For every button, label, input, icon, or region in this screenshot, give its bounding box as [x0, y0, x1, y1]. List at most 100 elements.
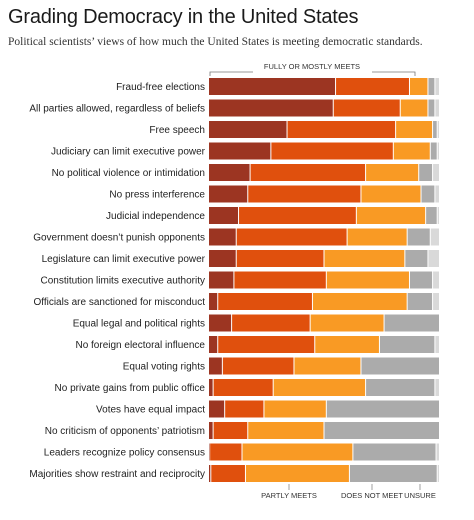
bar-segment [405, 250, 428, 267]
bar-segment [435, 379, 439, 396]
bar-segment [353, 443, 436, 461]
chart-title: Grading Democracy in the United States [8, 6, 359, 28]
bar-segment [218, 293, 312, 310]
header-label: FULLY OR MOSTLY MEETS [264, 62, 360, 71]
bar-segment [213, 422, 248, 439]
bar-segment [409, 78, 428, 95]
category-label: Government doesn’t punish opponents [33, 233, 205, 244]
bar-segment [209, 422, 213, 439]
bar-segment [435, 99, 439, 117]
bar-segment [209, 357, 222, 375]
bar-segment [361, 185, 421, 203]
bar-segment [209, 465, 211, 482]
bar-segment [315, 336, 379, 353]
bar-segment [324, 422, 439, 439]
bar-segment [347, 228, 407, 246]
bar-segment [209, 336, 218, 353]
bar-segment [435, 78, 439, 95]
bar-segment [428, 99, 435, 117]
bar-segment [213, 379, 273, 396]
bar-segment [209, 293, 218, 310]
bar-segment [361, 357, 439, 375]
bar-segment [435, 336, 439, 353]
bar-segment [232, 314, 310, 332]
bar-segment [264, 400, 326, 418]
bar-segment [225, 400, 264, 418]
bar-segment [396, 121, 433, 138]
category-label: Equal voting rights [123, 362, 205, 373]
bar-segment [393, 142, 430, 160]
bar-segment [273, 379, 366, 396]
bar-segment [245, 465, 349, 482]
bar-segment [287, 121, 396, 138]
bar-segment [248, 185, 361, 203]
bar-segment [324, 250, 405, 267]
category-label: No political violence or intimidation [52, 168, 205, 179]
bar-segment [409, 271, 433, 289]
category-label: Judiciary can limit executive power [51, 147, 206, 158]
footer-label: DOES NOT MEET [341, 491, 403, 500]
bar-segment [310, 314, 384, 332]
bar-segment [435, 185, 439, 203]
bar-segment [433, 121, 437, 138]
bar-segment [407, 293, 433, 310]
bar-segment [437, 207, 439, 224]
bar-segment [236, 228, 347, 246]
bar-segment [222, 357, 294, 375]
category-label: Leaders recognize policy consensus [44, 448, 205, 459]
bar-segment [209, 314, 232, 332]
category-label: Fraud-free elections [116, 82, 205, 93]
bar-segment [250, 164, 366, 181]
bar-segment [209, 164, 250, 181]
category-label: Majorities show restraint and reciprocit… [29, 469, 205, 480]
bar-segment [209, 185, 248, 203]
bar-segment [209, 142, 271, 160]
bar-segment [218, 336, 315, 353]
bar-segment [209, 379, 213, 396]
bar-segment [294, 357, 361, 375]
bar-segment [336, 78, 409, 95]
bar-segment [349, 465, 437, 482]
bar-segment [209, 228, 236, 246]
category-label: No foreign electoral influence [75, 340, 205, 351]
category-label: All parties allowed, regardless of belie… [29, 104, 205, 115]
bar-segment [436, 443, 439, 461]
category-label: Officials are sanctioned for misconduct [33, 297, 205, 308]
bar-segment [209, 443, 210, 461]
category-label: No private gains from public office [55, 383, 206, 394]
bar-segment [366, 164, 419, 181]
bar-segment [428, 250, 439, 267]
header-bracket [209, 71, 416, 76]
bar-segment [239, 207, 356, 224]
bar-segment [379, 336, 435, 353]
category-label: No press interference [109, 190, 205, 201]
chart-subtitle: Political scientists’ views of how much … [8, 36, 423, 48]
bar-segment [333, 99, 400, 117]
bar-segment [211, 465, 245, 482]
bar-segment [433, 164, 439, 181]
bar-segment [209, 207, 239, 224]
bar-segment [428, 78, 435, 95]
bar-segment [209, 78, 336, 95]
bar-segment [400, 99, 428, 117]
bar-segment [209, 121, 287, 138]
bar-segment [430, 228, 439, 246]
bar-segment [248, 422, 324, 439]
bar-segment [421, 185, 435, 203]
bar-segment [437, 465, 439, 482]
bar-segment [271, 142, 393, 160]
bar-segment [209, 250, 236, 267]
bar-segment [210, 443, 242, 461]
bar-segment [312, 293, 407, 310]
bar-segment [236, 250, 324, 267]
category-label: Votes have equal impact [96, 405, 205, 416]
footer-label: UNSURE [404, 491, 436, 500]
bar-segment [419, 164, 433, 181]
bar-segment [209, 271, 234, 289]
category-label: No criticism of opponents’ patriotism [45, 426, 205, 437]
bar-segment [384, 314, 439, 332]
bar-segment [437, 121, 439, 138]
bar-segment [326, 400, 439, 418]
bar-segment [209, 99, 333, 117]
